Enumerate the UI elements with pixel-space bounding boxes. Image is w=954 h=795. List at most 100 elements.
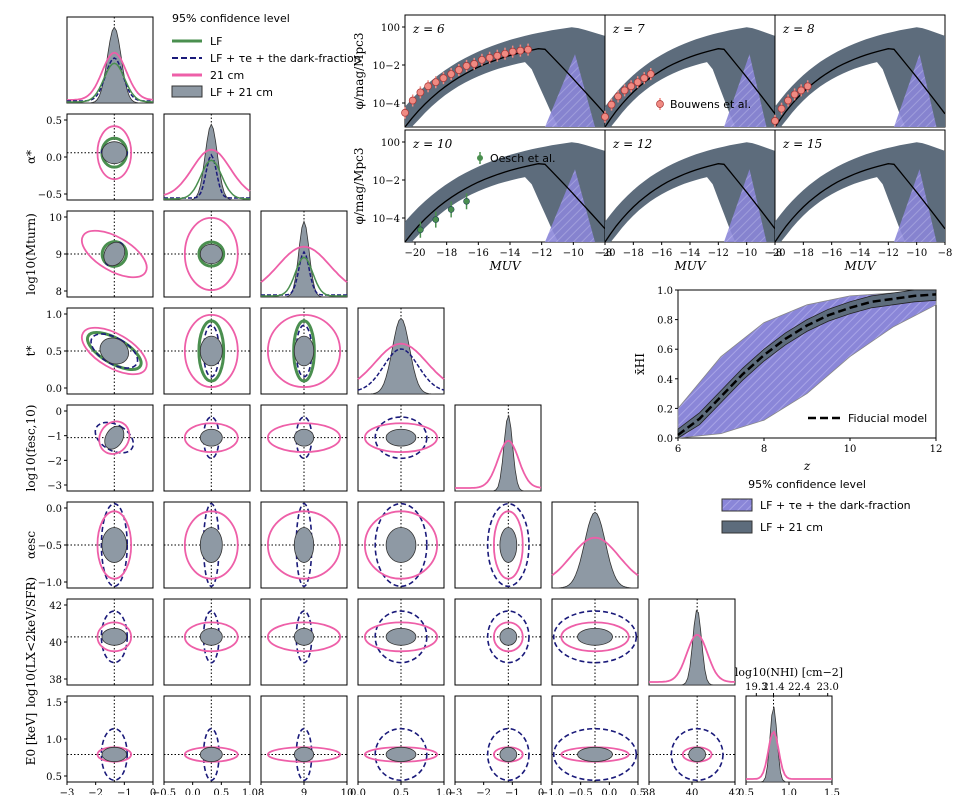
contour-navy (374, 416, 428, 460)
hist-gray (261, 220, 347, 298)
yaxis-label: αesc (24, 531, 38, 559)
contour-green (197, 319, 226, 383)
contour-gray (385, 428, 417, 447)
legend-swatch (721, 498, 753, 512)
hist-pink (260, 245, 348, 283)
hist-pink (357, 342, 445, 380)
panel-frame (163, 695, 251, 783)
xtick-label: 0.5 (630, 788, 646, 795)
corner-panel-5-6 (551, 598, 639, 686)
data-point-bouwens (478, 55, 486, 64)
lf-xtick-label: −8 (938, 248, 953, 259)
contour-pink (183, 216, 239, 292)
lf-xtick-label: −14 (849, 248, 870, 259)
ytick-label: 42 (49, 601, 62, 612)
contour-navy (552, 610, 638, 664)
corner-panel-3-6 (357, 598, 445, 686)
bouwens-label: Bouwens et al. (670, 98, 751, 111)
panel-frame (454, 598, 542, 686)
data-point-bouwens (790, 90, 799, 99)
contour-navy (374, 502, 428, 588)
data-point-oesch (417, 226, 424, 234)
hist-navy (357, 348, 445, 391)
corner-panel-1-1 (163, 113, 251, 201)
corner-panel-2-4 (260, 404, 348, 492)
lf-xtick-label: −12 (531, 248, 552, 259)
lf-xtick-label: −20 (594, 248, 615, 259)
xhi-fiducial-line (677, 293, 937, 436)
nhi-tick-label: 22.4 (788, 682, 810, 693)
corner-panel-0-5: 0.0 −0.5 −1.0 αesc (24, 501, 154, 589)
corner-panel-3-5 (357, 501, 445, 589)
lf-band (405, 27, 605, 127)
luminosity-function-panels: z = 6 100 10−2 10−4 φ/mag/Mpc3 z = 7 Bouwens e… (352, 14, 953, 273)
hist-pink (551, 536, 639, 577)
data-point-bouwens (607, 100, 616, 109)
data-point-bouwens (803, 82, 812, 91)
hist-gray (358, 317, 444, 395)
corner-panel-0-2: 10 9 8 log10(Mturn) (24, 210, 154, 298)
xhi-ytick-label: 0.2 (657, 404, 673, 415)
ytick-label: −2 (47, 456, 62, 467)
corner-panel-1-3 (163, 307, 251, 395)
contour-gray (293, 428, 315, 447)
xhi-ytick-label: 1.0 (657, 286, 673, 297)
hist-pink (67, 51, 154, 101)
corner-panel-1-2 (163, 210, 251, 298)
xtick-label: 8 (258, 788, 264, 795)
data-point-bouwens (646, 70, 655, 78)
lf-fiducial (604, 163, 776, 243)
contour-pink (492, 621, 524, 653)
contour-navy (100, 502, 129, 588)
xhi-xtick-label: 12 (930, 444, 943, 455)
corner-panel-2-5 (260, 501, 348, 589)
contour-gray (199, 627, 223, 646)
xtick-label: −1 (505, 788, 520, 795)
lf-xtick-label: −16 (468, 248, 489, 259)
corner-panel-4-6 (454, 598, 542, 686)
contour-gray (577, 627, 613, 646)
contour-gray (293, 627, 315, 646)
hist-green (261, 256, 347, 297)
lf-xtick-label: −8 (768, 248, 783, 259)
ytick-label: 0.5 (46, 772, 62, 783)
contour-gray (499, 746, 518, 763)
contour-pink (363, 510, 439, 580)
lf-panel-0-0: z = 6 100 10−2 10−4 φ/mag/Mpc3 (352, 14, 606, 128)
contour-pink (266, 313, 342, 389)
data-point-bouwens (493, 51, 502, 60)
redshift-label: z = 15 (782, 137, 822, 151)
yaxis-label: α* (24, 150, 38, 164)
corner-legend-label: LF (210, 35, 222, 48)
lf-band (605, 142, 775, 242)
data-point-bouwens (470, 60, 479, 68)
xhi-xtick-label: 10 (844, 444, 857, 455)
xtick-label: 0.5 (738, 788, 754, 795)
lf-xtick-label: −10 (563, 248, 584, 259)
xhi-hatch-band (677, 291, 937, 439)
xtick-label: 1.0 (242, 788, 258, 795)
hist-gray (67, 26, 153, 104)
data-point-bouwens (771, 117, 779, 125)
xhi-ylabel: x̄HI (633, 353, 647, 375)
hist-navy (261, 250, 347, 296)
contour-navy (94, 421, 135, 454)
corner-panel-4-5 (454, 501, 542, 589)
contour-gray (199, 428, 223, 447)
xtick-label: 1.5 (824, 788, 840, 795)
xhi-ytick-label: 0.6 (657, 345, 673, 356)
panel-frame (66, 695, 154, 783)
data-point-oesch (447, 206, 455, 213)
ytick-label: 8 (56, 287, 62, 298)
hist-pink (455, 439, 542, 489)
lf-band (775, 27, 945, 127)
lf-ytick-label: 10−4 (373, 99, 400, 110)
yaxis-label: log10(LX<2keV/SFR) (24, 577, 38, 707)
lf-ylabel: φ/mag/Mpc3 (352, 147, 366, 224)
corner-panel-0-6: 42 40 38 log10(LX<2keV/SFR) (24, 577, 154, 707)
yaxis-label: t* (24, 346, 38, 357)
ytick-label: 9 (56, 250, 62, 261)
contour-gray (104, 425, 125, 450)
lf-hatch (894, 169, 937, 242)
corner-panel-0-3: 1.0 0.5 0.0 t* (24, 307, 154, 395)
